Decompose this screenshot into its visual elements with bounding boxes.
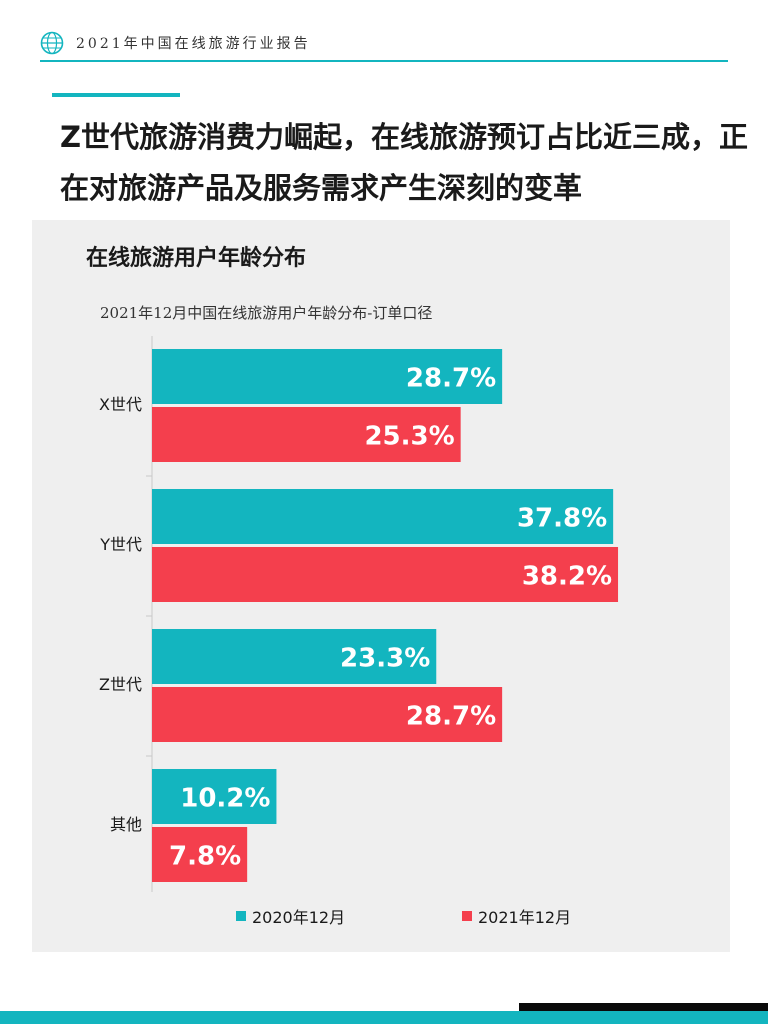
chart-title: 2021年12月中国在线旅游用户年龄分布-订单口径	[100, 304, 433, 322]
legend-swatch-2021	[462, 911, 472, 921]
bar-value-label: 28.7%	[406, 364, 496, 394]
header-divider	[40, 60, 728, 62]
bar-2021	[152, 547, 619, 602]
category-label: X世代	[99, 395, 142, 414]
legend-item-2021: 2021年12月	[462, 904, 571, 928]
category-label: Y世代	[99, 535, 142, 554]
bar-value-label: 7.8%	[169, 842, 241, 872]
bar-2021	[152, 687, 503, 742]
page-headline: Z世代旅游消费力崛起，在线旅游预订占比近三成，正在对旅游产品及服务需求产生深刻的…	[60, 120, 749, 205]
category-label: 其他	[110, 815, 142, 834]
legend-swatch-2020	[236, 911, 246, 921]
category-label: Z世代	[99, 675, 142, 694]
globe-logo-icon	[40, 31, 64, 55]
bar-value-label: 25.3%	[364, 422, 454, 452]
report-title: 2021年中国在线旅游行业报告	[76, 36, 311, 52]
bar-2020	[152, 629, 437, 684]
bar-value-label: 38.2%	[522, 562, 612, 592]
bar-2021	[152, 827, 248, 882]
bar-2021	[152, 407, 461, 462]
headline-accent-bar	[52, 93, 180, 97]
bar-value-label: 37.8%	[517, 504, 607, 534]
panel-title: 在线旅游用户年龄分布	[86, 246, 307, 271]
bar-value-label: 28.7%	[406, 702, 496, 732]
legend-label-2021: 2021年12月	[478, 908, 572, 927]
legend-item-2020: 2020年12月	[236, 904, 345, 928]
bar-2020	[152, 349, 503, 404]
bar-2020	[152, 489, 614, 544]
bar-value-label: 10.2%	[180, 784, 270, 814]
legend-label-2020: 2020年12月	[252, 908, 346, 927]
footer-dark-bar	[519, 1003, 768, 1011]
bar-2020	[152, 769, 277, 824]
footer-accent-bar	[0, 1011, 768, 1024]
bar-value-label: 23.3%	[340, 644, 430, 674]
